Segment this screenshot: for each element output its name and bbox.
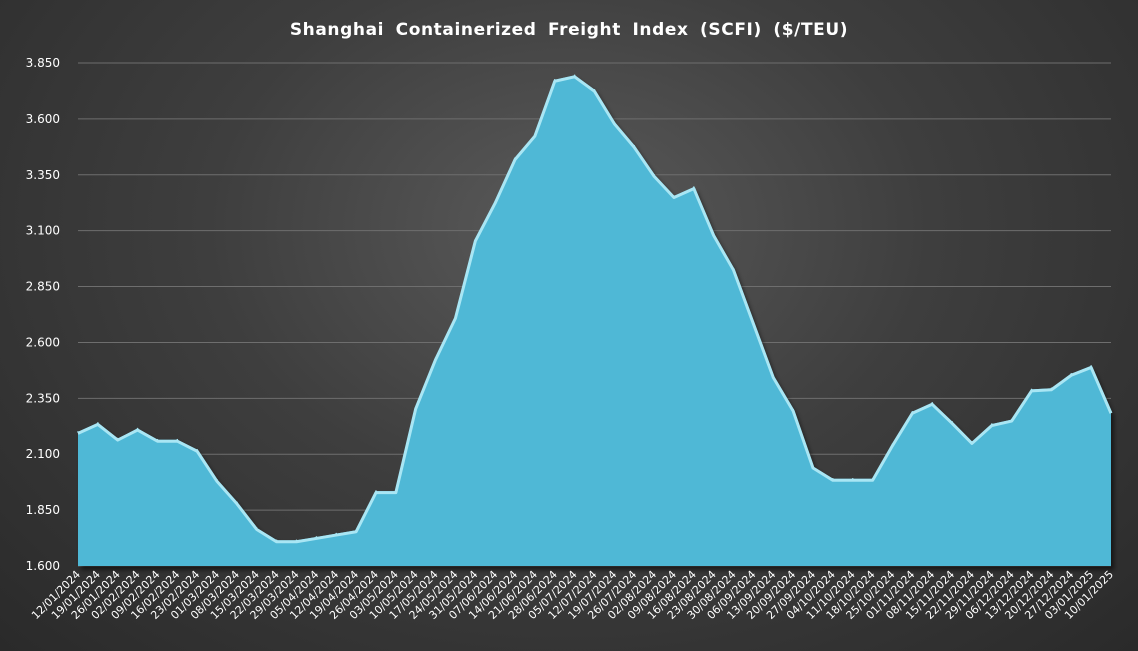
data-point	[414, 406, 417, 409]
data-point	[77, 431, 79, 433]
x-axis: 12/01/202419/01/202426/01/202402/02/2024…	[29, 568, 1116, 622]
data-point	[593, 89, 596, 91]
y-tick-label: 1.850	[26, 503, 60, 517]
data-point	[196, 448, 198, 451]
data-point	[752, 321, 755, 324]
data-point	[216, 479, 218, 481]
data-point	[951, 421, 953, 423]
y-tick-label: 2.100	[26, 447, 60, 461]
y-tick-label: 3.850	[26, 56, 60, 70]
data-point	[454, 315, 457, 318]
data-point	[1090, 365, 1092, 367]
data-point	[176, 438, 179, 441]
data-point	[931, 402, 934, 404]
data-point	[474, 238, 477, 241]
data-point	[732, 267, 735, 270]
data-point	[911, 410, 914, 413]
data-point	[1070, 372, 1073, 375]
data-point	[871, 478, 874, 480]
y-tick-label: 3.350	[26, 168, 60, 182]
data-point	[534, 133, 536, 136]
data-point	[156, 438, 159, 441]
chart-title: Shanghai Containerized Freight Index (SC…	[289, 20, 849, 40]
y-tick-label: 2.350	[26, 391, 60, 405]
data-point	[116, 437, 119, 440]
data-point	[335, 532, 338, 535]
data-point	[275, 539, 278, 542]
plot-series	[77, 74, 1113, 567]
data-point	[1010, 418, 1013, 421]
data-point	[136, 427, 139, 430]
series-line	[77, 75, 1113, 544]
y-axis: 1.600 1.850 2.100 2.350 2.600 2.850 3.100 3.350…	[26, 56, 60, 573]
data-point	[693, 186, 695, 188]
data-point	[673, 195, 675, 197]
y-tick-label: 2.600	[26, 335, 60, 349]
data-point	[434, 357, 437, 359]
data-point	[395, 490, 397, 492]
data-point	[375, 490, 377, 492]
data-point	[236, 501, 238, 504]
data-point	[891, 443, 894, 445]
data-point	[494, 200, 496, 203]
data-point	[812, 465, 814, 468]
data-point	[613, 121, 616, 124]
series-area	[78, 75, 1111, 567]
data-point	[712, 233, 715, 235]
data-point	[315, 536, 318, 538]
data-point	[553, 78, 556, 81]
data-point	[772, 375, 775, 377]
data-point	[991, 423, 993, 425]
data-point	[1050, 387, 1053, 390]
data-point	[792, 408, 794, 411]
data-point	[832, 478, 834, 480]
y-tick-label: 2.850	[26, 280, 60, 294]
y-tick-label: 3.600	[26, 112, 60, 126]
y-tick-label: 3.100	[26, 224, 60, 238]
data-point	[97, 422, 99, 424]
data-point	[573, 74, 576, 77]
data-point	[1030, 388, 1033, 391]
data-point	[514, 157, 516, 159]
data-point	[851, 478, 854, 480]
y-tick-label: 1.600	[26, 559, 60, 573]
data-point	[653, 173, 655, 176]
data-point	[355, 529, 357, 532]
data-point	[255, 527, 258, 529]
data-point	[1110, 410, 1112, 413]
data-point	[971, 441, 973, 443]
data-point	[295, 539, 298, 542]
data-point	[633, 144, 636, 147]
